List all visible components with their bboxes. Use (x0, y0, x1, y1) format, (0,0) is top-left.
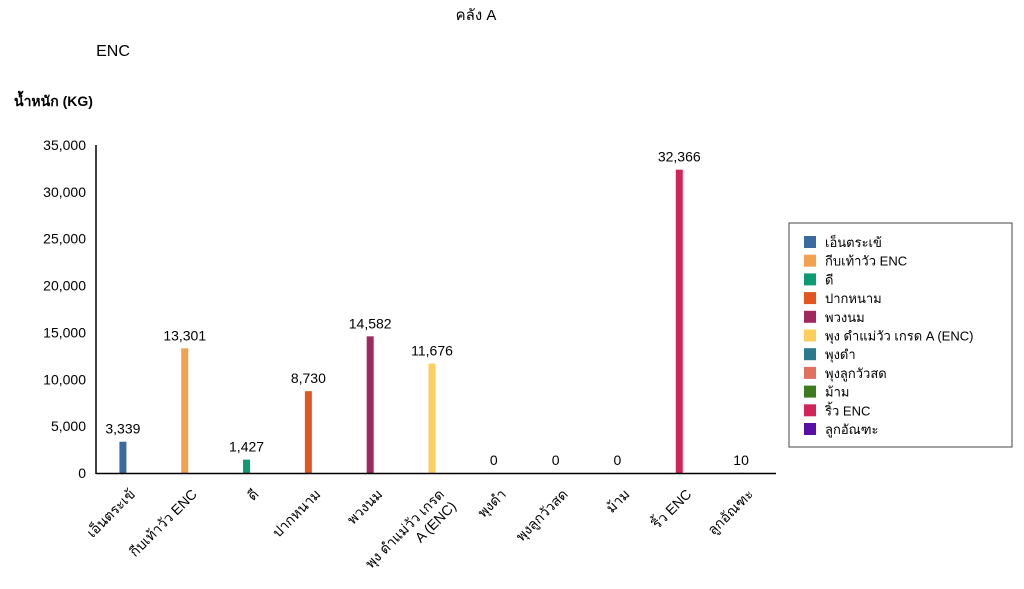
x-tick-label: ม้าม (603, 486, 633, 516)
x-tick-label: พุงดำ (474, 486, 509, 521)
legend-item: ริ้ว ENC (804, 401, 870, 418)
legend-swatch (804, 273, 816, 286)
data-label: 10 (733, 452, 749, 468)
chart-title: คลัง A (456, 7, 497, 24)
data-label: 13,301 (163, 327, 206, 343)
x-tick-label: ริ้ว ENC (647, 484, 695, 532)
legend-swatch (804, 366, 816, 379)
y-tick-label: 5,000 (51, 418, 86, 434)
legend-item: พุง ดำแม่วัว เกรด A (ENC) (804, 329, 973, 345)
legend-swatch (804, 329, 816, 342)
legend-item: ปากหนาม (804, 291, 882, 306)
x-tick-label-line: ดี (244, 486, 262, 504)
legend-label: พุงดำ (825, 347, 856, 363)
chart-subtitle: ENC (96, 43, 130, 60)
y-tick-label: 15,000 (43, 324, 86, 340)
data-label: 8,730 (291, 370, 326, 386)
data-label: 1,427 (229, 439, 264, 455)
legend-item: พุงลูกวัวสด (804, 366, 887, 382)
legend-item: พุงดำ (804, 347, 856, 363)
legend-label: ม้าม (825, 385, 849, 400)
data-label: 0 (614, 452, 622, 468)
bar (428, 363, 436, 473)
legend-swatch (804, 254, 816, 267)
data-label: 32,366 (658, 149, 701, 165)
data-label: 0 (552, 452, 560, 468)
y-tick-label: 30,000 (43, 184, 86, 200)
legend-swatch (804, 404, 816, 417)
data-label: 11,676 (411, 343, 453, 359)
legend: เอ็นตระเข้กีบเท้าวัว ENC ดีปากหนามพวงนมพุ… (788, 222, 1013, 448)
legend-item: ลูกอัณฑะ (804, 422, 878, 438)
legend-item: พวงนม (804, 310, 865, 325)
x-tick-label-line: พุงลูกวัวสด (513, 486, 572, 545)
x-tick-label-line: ปากหนาม (269, 486, 324, 541)
legend-box (788, 222, 1013, 448)
legend-item: ม้าม (804, 385, 849, 400)
data-label: 14,582 (349, 315, 392, 331)
legend-label: พวงนม (825, 310, 865, 325)
x-tick-label: ลูกอัณฑะ (704, 486, 757, 539)
legend-label: ปากหนาม (825, 291, 882, 306)
data-label: 0 (490, 452, 498, 468)
bar (243, 459, 251, 473)
legend-item: กีบเท้าวัว ENC (804, 254, 907, 269)
legend-swatch (804, 236, 816, 248)
x-tick-label-line: ม้าม (603, 486, 633, 516)
x-tick-label: เอ็นตระเข้ (83, 485, 138, 540)
x-tick-label-line: ริ้ว ENC (647, 484, 695, 532)
legend-item: ดี (804, 272, 833, 287)
bar (366, 336, 374, 473)
legend-swatch (804, 292, 816, 305)
data-label: 3,339 (105, 421, 140, 437)
legend-label: พุง ดำแม่วัว เกรด A (ENC) (825, 329, 973, 345)
x-tick-label: ดี (244, 486, 262, 504)
legend-label: พุงลูกวัวสด (825, 366, 887, 382)
legend-swatch (804, 310, 816, 323)
x-tick-label: ปากหนาม (269, 486, 324, 541)
y-tick-label: 25,000 (43, 231, 86, 247)
y-tick-label: 35,000 (43, 137, 86, 153)
legend-label: กีบเท้าวัว ENC (825, 254, 907, 269)
x-tick-label: พวงนม (344, 486, 386, 528)
bar (675, 169, 683, 474)
y-axis-label: น้ำหนัก (KG) (14, 90, 93, 109)
legend-swatch (804, 348, 816, 361)
bar (304, 391, 312, 473)
bar (119, 441, 127, 473)
legend-label: เอ็นตระเข้ (825, 233, 882, 250)
legend-swatch (804, 385, 816, 398)
legend-item: เอ็นตระเข้ (804, 233, 882, 250)
x-tick-label-line: เอ็นตระเข้ (83, 485, 138, 540)
legend-swatch (804, 423, 816, 435)
x-tick-label: พุงลูกวัวสด (513, 486, 572, 545)
legend-label: ลูกอัณฑะ (825, 422, 878, 438)
x-tick-label-line: พุงดำ (474, 486, 509, 521)
legend-label: ริ้ว ENC (824, 401, 870, 418)
x-tick-label-line: พวงนม (344, 486, 386, 528)
y-tick-label: 0 (78, 465, 86, 481)
bar (181, 348, 189, 473)
y-tick-label: 20,000 (43, 278, 86, 294)
y-tick-label: 10,000 (43, 371, 86, 387)
x-tick-label-line: ลูกอัณฑะ (704, 486, 757, 539)
legend-label: ดี (825, 272, 833, 287)
